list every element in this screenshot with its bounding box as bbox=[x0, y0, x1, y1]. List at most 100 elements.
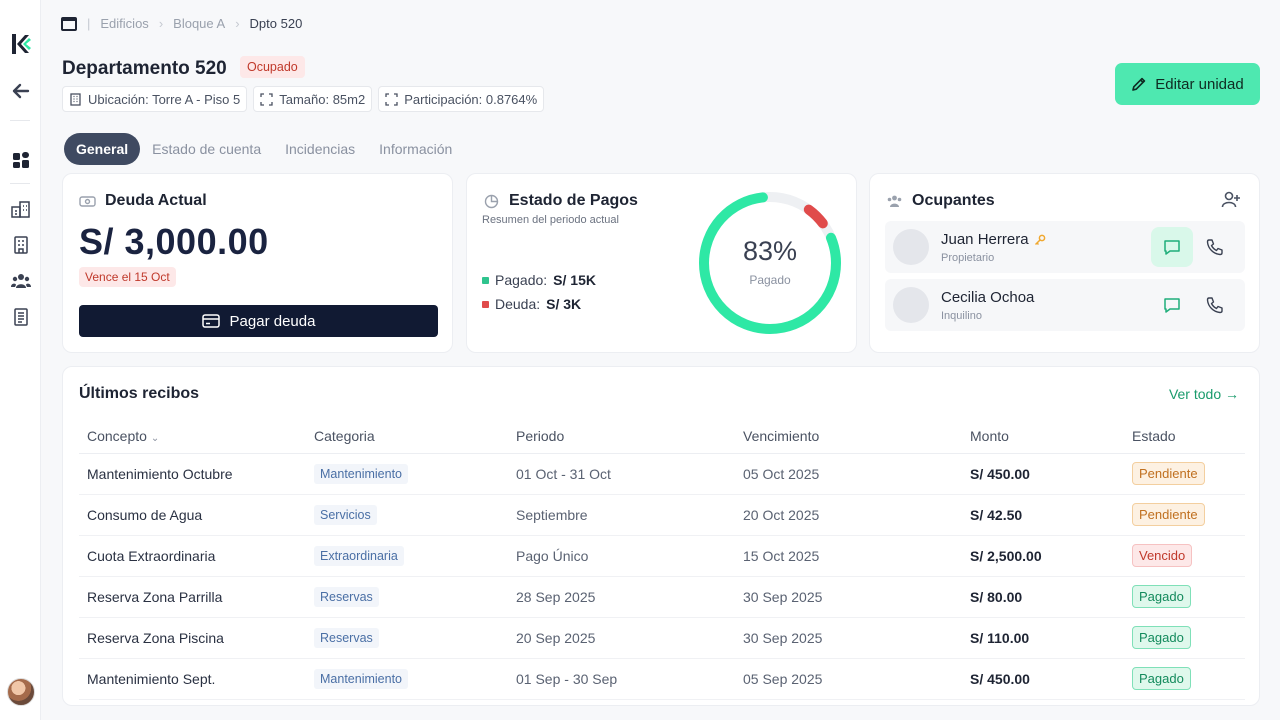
cell-due: 05 Oct 2025 bbox=[735, 453, 962, 495]
due-date-badge: Vence el 15 Oct bbox=[79, 267, 176, 287]
tab-information[interactable]: Información bbox=[379, 141, 453, 157]
unit-info-chips: Ubicación: Torre A - Piso 5 Tamaño: 85m2… bbox=[62, 86, 545, 112]
tab-incidents[interactable]: Incidencias bbox=[285, 141, 356, 157]
add-user-icon[interactable] bbox=[1221, 190, 1241, 210]
table-row[interactable]: Reserva Zona Piscina Reservas 20 Sep 2025 3… bbox=[79, 617, 1245, 659]
breadcrumb-item-buildings[interactable]: Edificios bbox=[100, 16, 149, 31]
payment-status-header: Estado de Pagos bbox=[483, 192, 638, 210]
call-button[interactable] bbox=[1203, 235, 1227, 259]
donut-paid-arc bbox=[699, 192, 841, 334]
credit-card-icon bbox=[201, 314, 220, 328]
column-header-concept[interactable]: Concepto ⌄ bbox=[79, 420, 306, 454]
pencil-icon bbox=[1132, 77, 1146, 91]
money-icon bbox=[79, 195, 96, 207]
column-header-category: Categoria bbox=[306, 420, 508, 454]
sidebar-divider bbox=[10, 120, 30, 121]
dashboard-icon[interactable] bbox=[11, 150, 31, 170]
breadcrumb-separator: | bbox=[87, 16, 91, 31]
key-icon bbox=[1034, 234, 1045, 245]
page-title: Departamento 520 bbox=[62, 58, 227, 79]
paid-dot bbox=[482, 276, 489, 284]
cell-concept: Mantenimiento Octubre bbox=[79, 453, 306, 495]
cell-concept: Mantenimiento Sept. bbox=[79, 658, 306, 700]
message-button[interactable] bbox=[1151, 285, 1193, 325]
location-label: Ubicación: Torre A - Piso 5 bbox=[88, 91, 241, 107]
table-row[interactable]: Cuota Extraordinaria Extraordinaria Pago Ú… bbox=[79, 535, 1245, 577]
building-icon[interactable] bbox=[11, 235, 31, 255]
donut-caption: Pagado bbox=[749, 273, 791, 287]
category-tag: Servicios bbox=[314, 504, 377, 525]
participation-chip: Participación: 0.8764% bbox=[378, 86, 545, 112]
table-row[interactable]: Reserva Zona Parrilla Reservas 28 Sep 2025… bbox=[79, 576, 1245, 618]
user-avatar[interactable] bbox=[7, 678, 35, 706]
message-button[interactable] bbox=[1151, 227, 1193, 267]
current-debt-title: Deuda Actual bbox=[105, 192, 207, 209]
edit-unit-label: Editar unidad bbox=[1155, 75, 1244, 93]
pie-chart-icon bbox=[484, 194, 499, 208]
status-badge: Pendiente bbox=[1132, 503, 1205, 526]
occupant-role: Propietario bbox=[941, 252, 995, 264]
chevron-right-icon: › bbox=[235, 16, 240, 31]
table-header-row: Concepto ⌄ Categoria Periodo Vencimiento… bbox=[79, 420, 1245, 454]
avatar bbox=[893, 287, 929, 323]
receipt-icon[interactable] bbox=[11, 307, 31, 327]
app-logo[interactable] bbox=[9, 32, 33, 56]
occupants-card: Ocupantes Juan Herrera Propietario Cecil… bbox=[869, 173, 1260, 353]
pay-debt-button[interactable]: Pagar deuda bbox=[79, 305, 438, 337]
phone-icon bbox=[1206, 297, 1223, 314]
category-tag: Reservas bbox=[314, 586, 379, 607]
occupants-header: Ocupantes bbox=[886, 192, 995, 210]
cell-state: Pagado bbox=[1124, 576, 1245, 618]
tab-general[interactable]: General bbox=[64, 133, 141, 165]
payment-status-subtitle: Resumen del periodo actual bbox=[482, 214, 619, 226]
table-row[interactable]: Consumo de Agua Servicios Septiembre 20 Oct… bbox=[79, 494, 1245, 536]
sidebar-divider bbox=[10, 183, 30, 184]
category-tag: Extraordinaria bbox=[314, 545, 404, 566]
occupants-title: Ocupantes bbox=[912, 192, 995, 209]
users-icon[interactable] bbox=[11, 271, 31, 291]
cell-period: 01 Sep - 30 Sep bbox=[508, 658, 735, 700]
location-chip: Ubicación: Torre A - Piso 5 bbox=[62, 86, 248, 112]
cell-amount: S/ 42.50 bbox=[962, 494, 1124, 536]
occupant-row: Cecilia Ochoa Inquilino bbox=[885, 279, 1245, 331]
cell-state: Pendiente bbox=[1124, 494, 1245, 536]
status-badge: Pendiente bbox=[1132, 462, 1205, 485]
cell-concept: Consumo de Agua bbox=[79, 494, 306, 536]
cell-period: Pago Único bbox=[508, 535, 735, 577]
category-tag: Mantenimiento bbox=[314, 668, 408, 689]
cell-amount: S/ 80.00 bbox=[962, 576, 1124, 618]
call-button[interactable] bbox=[1203, 293, 1227, 317]
category-tag: Mantenimiento bbox=[314, 463, 408, 484]
size-chip: Tamaño: 85m2 bbox=[253, 86, 373, 112]
table-row[interactable]: Mantenimiento Octubre Mantenimiento 01 Oct… bbox=[79, 453, 1245, 495]
occupant-name: Juan Herrera bbox=[941, 231, 1046, 248]
cell-amount: S/ 110.00 bbox=[962, 617, 1124, 659]
breadcrumb-item-block[interactable]: Bloque A bbox=[173, 16, 226, 31]
legend-paid: Pagado: S/ 15K bbox=[482, 272, 596, 288]
cell-state: Vencido bbox=[1124, 535, 1245, 577]
edit-unit-button[interactable]: Editar unidad bbox=[1115, 63, 1260, 105]
view-all-link[interactable]: Ver todo → bbox=[1168, 386, 1239, 402]
expand-icon bbox=[385, 92, 398, 106]
cell-amount: S/ 450.00 bbox=[962, 658, 1124, 700]
cell-category: Extraordinaria bbox=[306, 535, 508, 577]
cell-category: Reservas bbox=[306, 576, 508, 618]
legend-debt: Deuda: S/ 3K bbox=[482, 296, 581, 312]
cell-due: 30 Sep 2025 bbox=[735, 617, 962, 659]
chat-icon bbox=[1164, 240, 1180, 255]
cell-category: Servicios bbox=[306, 494, 508, 536]
column-header-amount: Monto bbox=[962, 420, 1124, 454]
column-header-state: Estado bbox=[1124, 420, 1245, 454]
cell-concept: Reserva Zona Piscina bbox=[79, 617, 306, 659]
current-debt-header: Deuda Actual bbox=[79, 192, 207, 210]
cell-concept: Cuota Extraordinaria bbox=[79, 535, 306, 577]
paid-value: S/ 15K bbox=[553, 272, 596, 288]
buildings-icon[interactable] bbox=[11, 199, 31, 219]
receipts-card: Últimos recibos Ver todo → Concepto ⌄ Ca… bbox=[62, 366, 1260, 706]
table-row[interactable]: Mantenimiento Sept. Mantenimiento 01 Sep -… bbox=[79, 658, 1245, 700]
debt-label: Deuda: bbox=[495, 296, 541, 312]
avatar bbox=[893, 229, 929, 265]
back-arrow-icon[interactable] bbox=[11, 81, 31, 101]
tab-account-status[interactable]: Estado de cuenta bbox=[152, 141, 262, 157]
column-header-concept-label: Concepto bbox=[87, 428, 147, 445]
